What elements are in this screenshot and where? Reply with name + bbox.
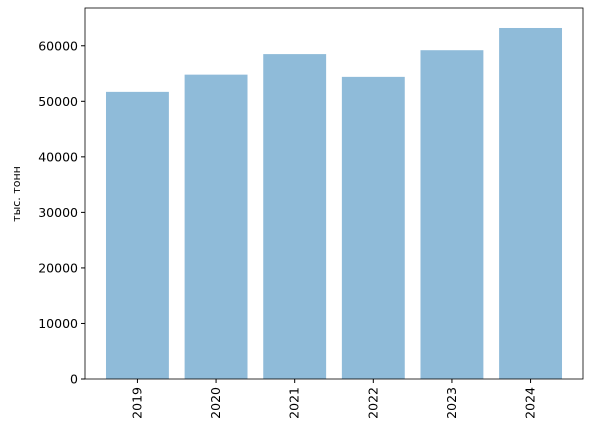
- y-tick-label: 60000: [38, 38, 78, 53]
- y-tick-label: 50000: [38, 94, 78, 109]
- bar: [420, 50, 484, 379]
- x-tick-label: 2023: [444, 387, 459, 419]
- y-tick-label: 40000: [38, 149, 78, 164]
- x-tick-label: 2021: [287, 387, 302, 419]
- bar: [499, 27, 563, 379]
- x-tick-label: 2022: [365, 387, 380, 419]
- bar: [184, 74, 248, 380]
- x-tick-label: 2020: [208, 387, 223, 419]
- plot-frame: [84, 7, 584, 380]
- bar: [341, 76, 405, 380]
- y-tick-label: 10000: [38, 316, 78, 331]
- bar: [105, 91, 169, 379]
- x-tick-label: 2019: [129, 387, 144, 419]
- y-tick-label: 30000: [38, 205, 78, 220]
- y-axis-label: тыс. тонн: [10, 166, 23, 222]
- x-tick-label: 2024: [523, 387, 538, 419]
- bar: [263, 54, 327, 380]
- y-tick-label: 20000: [38, 260, 78, 275]
- y-tick-label: 0: [70, 372, 78, 387]
